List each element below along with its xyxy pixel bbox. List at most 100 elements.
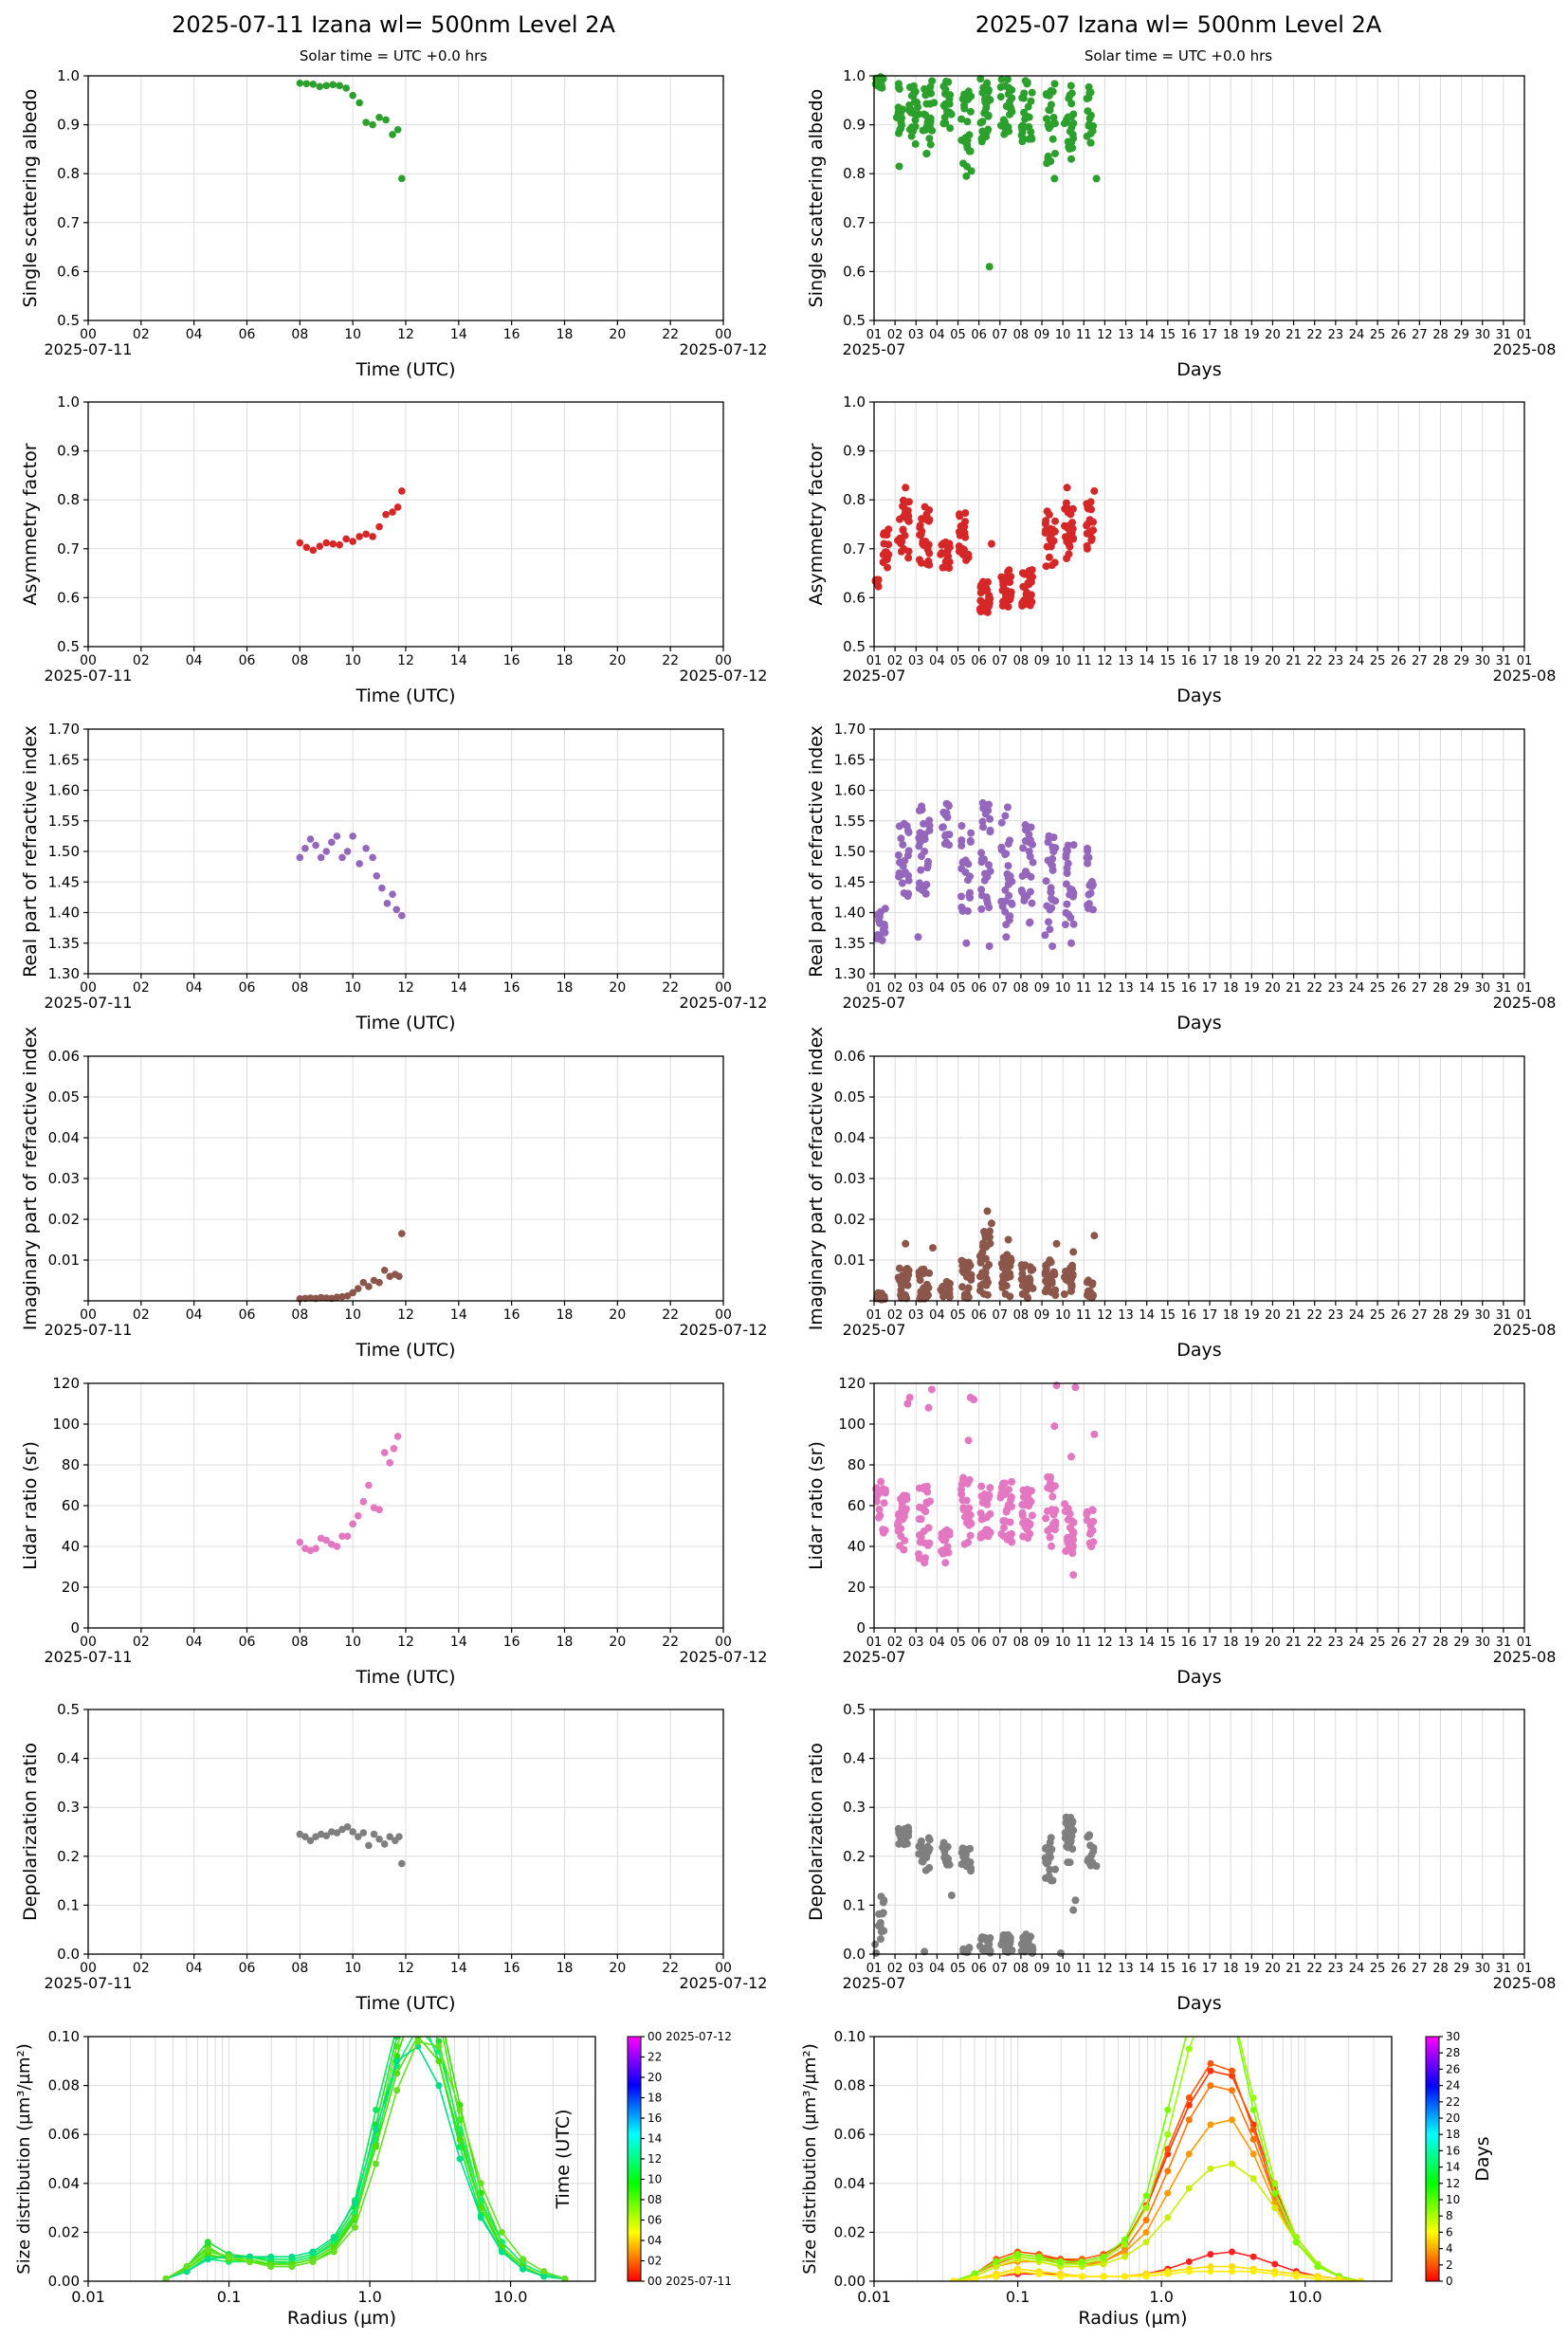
daily-3-ytick-label: 1.30 (48, 965, 80, 982)
size-monthly-series-point (1057, 2258, 1065, 2265)
monthly-6-point (1042, 1844, 1050, 1853)
monthly-3-xtick-label: 03 (908, 981, 924, 996)
size-monthly-series-point (1164, 2106, 1172, 2113)
daily-6-point (386, 1833, 394, 1840)
daily-1-point (369, 120, 376, 129)
daily-6-xtick-label: 06 (239, 1961, 256, 1976)
monthly-5-point (1046, 1479, 1054, 1488)
colorbar-time-tick-label: 14 (647, 2132, 662, 2146)
monthly-5-xtick-label: 31 (1496, 1636, 1512, 1650)
monthly-2-point (1063, 555, 1071, 563)
monthly-3-point (873, 935, 882, 943)
monthly-2-point (1048, 561, 1056, 570)
daily-3-ytick-label: 1.50 (48, 843, 80, 860)
size-monthly-series-point (1207, 2059, 1214, 2067)
monthly-3-point (1063, 847, 1071, 855)
size-monthly-series-point (1229, 2009, 1235, 2016)
daily-3-point (322, 848, 331, 855)
monthly-1-point (895, 129, 903, 137)
monthly-3-point (939, 823, 947, 832)
monthly-6-ytick-label: 0.0 (843, 1946, 866, 1963)
size-monthly-series-point (1013, 2251, 1021, 2258)
monthly-4-ytick-label: 0.02 (834, 1211, 866, 1228)
monthly-3-point (1017, 886, 1026, 894)
monthly-1-xtick-label: 27 (1412, 328, 1428, 342)
monthly-4-xtick-label: 11 (1076, 1308, 1092, 1323)
monthly-1-xtick-label: 08 (1013, 328, 1030, 342)
monthly-4-point (1060, 1289, 1068, 1298)
size-monthly-series-point (1185, 2094, 1193, 2101)
monthly-6-point (1004, 1931, 1012, 1940)
monthly-2-frame (873, 401, 1525, 648)
monthly-4-xtick-label: 03 (908, 1308, 924, 1323)
monthly-6-xtick-label: 01 (866, 1962, 883, 1976)
size-monthly-series-point (1013, 2268, 1021, 2276)
monthly-6-point (981, 1947, 990, 1955)
monthly-5-point (1071, 1383, 1080, 1392)
monthly-3-xtick-label: 17 (1202, 981, 1218, 996)
size-monthly-series-point (1271, 2270, 1279, 2277)
monthly-6-point (1028, 1943, 1036, 1951)
daily-2-point (336, 540, 344, 549)
monthly-5-xtick-label: 26 (1391, 1636, 1407, 1650)
size-monthly-ytick-label: 0.10 (834, 2028, 866, 2045)
size-monthly-series-point (1057, 2273, 1065, 2280)
monthly-4-point (1004, 1235, 1012, 1244)
size-daily-series-point (456, 2155, 464, 2163)
monthly-2-ytick-label: 1.0 (843, 393, 866, 411)
daily-6-xtick-label: 20 (609, 1961, 626, 1976)
monthly-1-point (1047, 101, 1055, 109)
daily-4-point (380, 1266, 389, 1274)
monthly-1-point (911, 139, 920, 148)
monthly-3-xtick-label: 19 (1244, 981, 1260, 996)
monthly-1-point (983, 79, 992, 87)
monthly-3-point (903, 851, 912, 860)
monthly-6-xtick-label: 05 (950, 1962, 966, 1976)
monthly-6-point (1062, 1819, 1070, 1827)
size-daily-ytick-label: 0.10 (48, 2028, 80, 2045)
size-monthly-series-point (1164, 2214, 1172, 2221)
monthly-1-xtick-label: 09 (1034, 328, 1050, 342)
monthly-3-xtick-label: 27 (1412, 981, 1428, 996)
monthly-1-xtick-label: 10 (1055, 328, 1071, 342)
daily-4-point (333, 1293, 341, 1301)
monthly-4-ytick-label: 0.05 (834, 1088, 866, 1106)
monthly-2-point (1083, 521, 1091, 530)
monthly-2-point (1023, 589, 1031, 597)
daily-3-xtick-label: 00 (80, 980, 97, 996)
size-daily-xtick-label: 0.1 (217, 2288, 241, 2306)
monthly-3-point (1083, 844, 1091, 852)
daily-6-point (395, 1833, 403, 1840)
monthly-3-xtick-label: 13 (1118, 981, 1134, 996)
monthly-5-point (1018, 1501, 1027, 1509)
monthly-3-point (962, 939, 971, 947)
monthly-1-point (924, 115, 933, 123)
colorbar-time-tick-label: 12 (647, 2152, 662, 2166)
size-daily-series-line (165, 2037, 565, 2280)
monthly-6-point (1001, 1947, 1010, 1955)
colorbar-time-tick-label: 00 2025-07-11 (647, 2275, 732, 2288)
monthly-2-point (1061, 533, 1069, 541)
monthly-5-point (1064, 1536, 1072, 1545)
monthly-5-point (1028, 1511, 1036, 1520)
size-daily-ytick-label: 0.04 (48, 2175, 80, 2192)
daily-1-point (342, 84, 350, 92)
monthly-5-point (921, 1508, 930, 1516)
size-monthly-series-point (1249, 2268, 1257, 2276)
monthly-5-point (945, 1530, 954, 1539)
monthly-1-point (1005, 127, 1013, 136)
daily-3-point (398, 911, 406, 920)
monthly-3-point (921, 848, 929, 856)
daily-6-point (343, 1823, 352, 1831)
colorbar-days-tick-label: 24 (1446, 2079, 1460, 2093)
monthly-3-xtick-label: 05 (950, 981, 966, 996)
monthly-2-point (956, 512, 964, 521)
monthly-1-point (1020, 89, 1029, 98)
monthly-6-point (1086, 1841, 1095, 1850)
monthly-3-point (916, 838, 924, 847)
monthly-1-point (1018, 125, 1027, 134)
monthly-5-point (922, 1482, 931, 1490)
monthly-4-point (1088, 1280, 1097, 1289)
colorbar-days-tick-label: 30 (1446, 2030, 1460, 2043)
monthly-1-point (980, 109, 989, 118)
